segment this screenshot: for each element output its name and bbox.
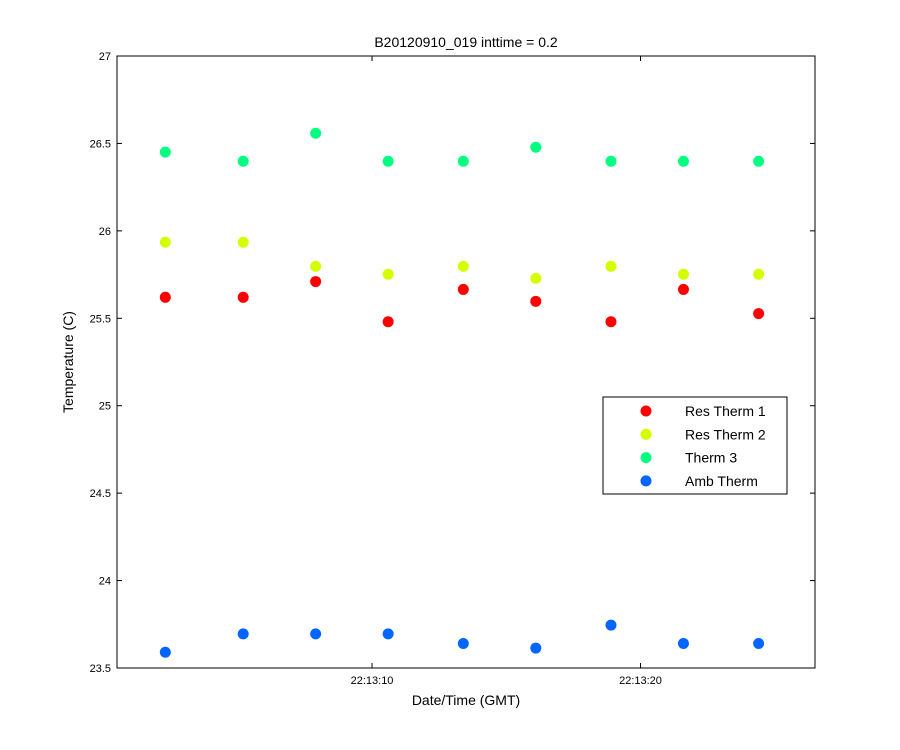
x-axis: 22:13:10 22:13:20 [351, 56, 662, 687]
data-point [310, 127, 322, 139]
legend-marker [640, 475, 652, 487]
y-tick-label: 24.5 [90, 488, 111, 500]
data-point [530, 642, 542, 654]
data-point [382, 628, 394, 640]
legend-label: Amb Therm [685, 473, 758, 489]
data-point [310, 628, 322, 640]
data-point [159, 146, 171, 158]
y-tick-label: 24 [99, 576, 111, 588]
data-point [753, 268, 765, 280]
data-point [677, 155, 689, 167]
data-point [605, 316, 617, 328]
x-axis-title: Date/Time (GMT) [412, 692, 520, 708]
data-point [605, 619, 617, 631]
data-point [753, 308, 765, 320]
y-axis-title: Temperature (C) [60, 311, 76, 413]
y-tick-label: 25 [99, 401, 111, 413]
series-therm-3 [159, 127, 765, 167]
data-point [382, 155, 394, 167]
series-res-therm-1 [159, 276, 765, 328]
series-res-therm-2 [159, 236, 765, 284]
y-axis: 23.5 24 24.5 25 25.5 26 26.5 27 [90, 51, 815, 675]
data-point [605, 260, 617, 272]
legend-box [602, 396, 788, 495]
data-point [237, 628, 249, 640]
data-point [605, 155, 617, 167]
data-point [237, 155, 249, 167]
chart-title: B20120910_019 inttime = 0.2 [374, 34, 558, 50]
data-point [159, 646, 171, 658]
data-point [310, 276, 322, 288]
data-point [753, 155, 765, 167]
data-point [457, 155, 469, 167]
legend-label: Therm 3 [685, 450, 737, 466]
legend-marker [640, 405, 652, 417]
data-point [382, 268, 394, 280]
data-point [159, 291, 171, 303]
data-point [382, 316, 394, 328]
data-point [457, 260, 469, 272]
data-point [677, 268, 689, 280]
data-point [530, 141, 542, 153]
data-point [677, 283, 689, 295]
data-point [310, 260, 322, 272]
data-point [457, 638, 469, 650]
data-points [159, 127, 765, 658]
y-tick-label: 26 [99, 226, 111, 238]
legend-marker [640, 452, 652, 464]
y-tick-label: 25.5 [90, 313, 111, 325]
y-tick-label: 26.5 [90, 138, 111, 150]
data-point [530, 272, 542, 284]
data-point [753, 638, 765, 650]
y-tick-label: 23.5 [90, 663, 111, 675]
legend-label: Res Therm 1 [685, 403, 766, 419]
series-amb-therm [159, 619, 765, 658]
legend-marker [640, 428, 652, 440]
data-point [159, 236, 171, 248]
x-tick-label: 22:13:20 [619, 675, 662, 687]
legend-label: Res Therm 2 [685, 426, 766, 442]
plot-area [116, 55, 816, 669]
y-tick-label: 27 [99, 51, 111, 63]
x-tick-label: 22:13:10 [351, 675, 394, 687]
data-point [237, 291, 249, 303]
legend: Res Therm 1 Res Therm 2 Therm 3 Amb Therm [602, 396, 788, 495]
data-point [457, 283, 469, 295]
data-point [677, 638, 689, 650]
data-point [530, 295, 542, 307]
data-point [237, 236, 249, 248]
